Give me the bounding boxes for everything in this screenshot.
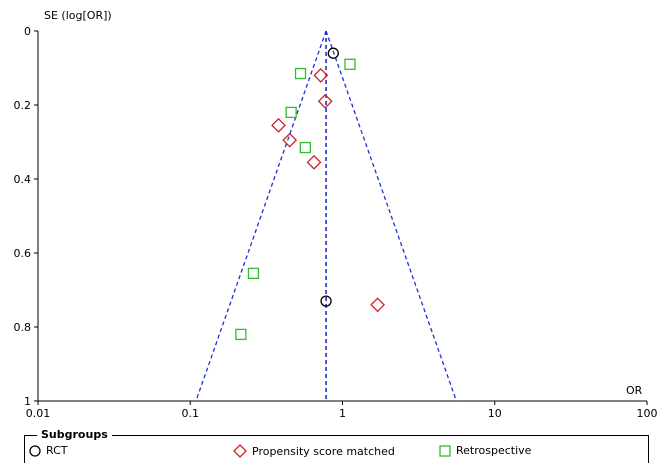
propensity-point	[282, 132, 298, 148]
funnel-lines	[195, 30, 458, 402]
x-axis-label: OR	[626, 384, 643, 397]
retrospective-point	[344, 58, 356, 70]
y-tick-label: 0	[24, 25, 31, 38]
y-tick-label: 0.4	[14, 173, 32, 186]
y-tick-label: 0.8	[14, 321, 32, 334]
rct-point	[320, 295, 332, 307]
retrospective-point	[285, 106, 297, 119]
propensity-point	[306, 154, 322, 170]
y-axis-label: SE (log[OR])	[44, 9, 112, 22]
diamond-marker-icon	[233, 444, 247, 458]
propensity-point	[317, 93, 333, 109]
legend-label-retrospective: Retrospective	[456, 444, 532, 457]
legend-title: Subgroups	[37, 428, 112, 441]
retrospective-point	[235, 328, 247, 341]
rct-point	[327, 47, 339, 59]
legend-label-propensity: Propensity score matched	[252, 444, 395, 458]
retrospective-point	[247, 267, 260, 280]
propensity-point	[313, 67, 329, 83]
square-marker-icon	[439, 444, 451, 457]
data-points	[235, 47, 386, 341]
propensity-point	[271, 117, 286, 133]
y-tick-label: 1	[24, 395, 31, 408]
legend-item-retrospective: Retrospective	[439, 444, 531, 457]
legend-label-rct: RCT	[46, 444, 68, 457]
x-tick-label: 1	[339, 407, 346, 420]
funnel-right-line	[325, 30, 458, 402]
retrospective-point	[294, 67, 307, 80]
x-tick-label: 10	[488, 407, 502, 420]
plot-axes: 00.20.40.60.810.01 0.1 1 10 100	[14, 25, 658, 420]
y-tick-label: 0.2	[14, 99, 32, 112]
x-tick-label: 0.1	[182, 407, 200, 420]
legend-item-propensity: Propensity score matched	[233, 444, 395, 458]
retrospective-point	[299, 141, 311, 154]
legend: Subgroups RCT Propensity score matched R…	[24, 428, 649, 463]
propensity-point	[370, 297, 386, 313]
circle-marker-icon	[29, 444, 41, 457]
x-tick-label: 0.01	[26, 407, 51, 420]
x-tick-label: 100	[637, 407, 658, 420]
funnel-plot: 00.20.40.60.810.01 0.1 1 10 100 SE (log[OR])…	[14, 9, 658, 420]
funnel-left-line	[195, 30, 327, 402]
y-tick-label: 0.6	[14, 247, 32, 260]
legend-item-rct: RCT	[29, 444, 68, 457]
